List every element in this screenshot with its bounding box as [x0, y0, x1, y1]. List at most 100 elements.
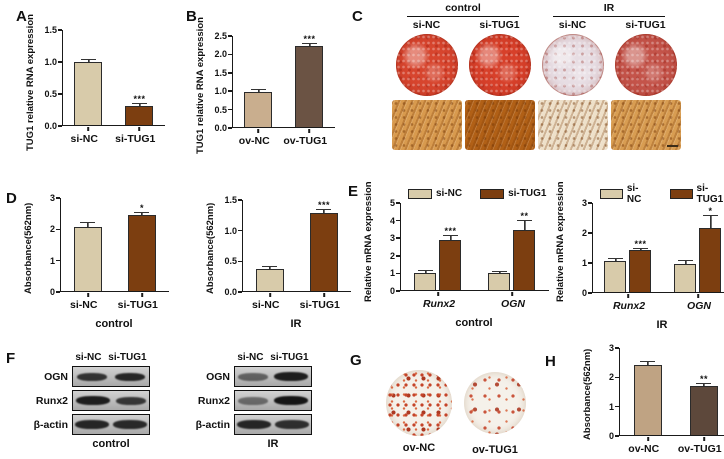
- protein-band: [238, 372, 268, 381]
- tick-mark: [614, 435, 619, 437]
- y-axis: 2.5 2.0 1.5 1.0 0.5 0.0: [206, 31, 232, 133]
- condition-label: control: [95, 318, 133, 330]
- condition-label: IR: [267, 438, 279, 450]
- bar-si-nc: [255, 200, 284, 291]
- protein-band: [237, 420, 271, 429]
- y-tick: 3: [608, 343, 614, 353]
- plot-area: **: [618, 348, 724, 436]
- tick-mark: [57, 93, 62, 95]
- legend: si-NC si-TUG1: [407, 188, 549, 199]
- condition-header-ir: IR: [536, 2, 682, 17]
- protein-band: [275, 420, 309, 429]
- blot-image: [234, 390, 312, 411]
- legend-swatch-si-tug1: [669, 188, 693, 199]
- plot-area: ***: [61, 30, 165, 126]
- protein-band: [113, 420, 147, 429]
- y-axis: 5 4 3 2 1 0: [374, 198, 400, 296]
- y-tick: 1.5: [214, 67, 227, 78]
- y-tick: 1: [389, 268, 395, 279]
- y-tick: 1.5: [224, 195, 237, 205]
- y-tick: 1: [49, 255, 55, 266]
- bar-ov-nc: [244, 36, 273, 127]
- y-tick: 3: [49, 193, 55, 203]
- column-label: si-NC: [558, 19, 587, 31]
- chart-absorbance-overexpression: Absorbance(562nm) 3 2 1 0 **: [582, 343, 724, 455]
- blot-row-runx2: Runx2: [24, 390, 150, 411]
- significance-marker: **: [520, 211, 529, 222]
- y-axis-label: Absorbance(562nm): [582, 348, 593, 440]
- panel-letter-h: H: [545, 353, 556, 370]
- tick-mark: [587, 292, 592, 294]
- error-bar: [134, 212, 150, 216]
- western-blot-control: si-NC si-TUG1 OGN Runx2 β-actin control: [24, 352, 150, 450]
- y-tick: 0: [608, 430, 614, 441]
- protein-label: OGN: [44, 370, 68, 383]
- y-tick: 0: [49, 286, 55, 297]
- tick-mark: [55, 228, 60, 231]
- y-tick: 2.5: [214, 31, 227, 41]
- condition-label: IR: [603, 2, 615, 14]
- micrograph-ir-si-nc: [537, 100, 608, 150]
- legend-item: si-NC: [407, 188, 462, 199]
- tick-mark: [395, 219, 400, 222]
- bar: [689, 385, 718, 435]
- panel-letter-a: A: [16, 8, 27, 25]
- error-bar: [417, 270, 433, 273]
- bar: [414, 272, 437, 290]
- y-tick: 0.0: [224, 286, 237, 297]
- bar: [439, 239, 462, 290]
- tick-mark: [395, 202, 400, 204]
- protein-band: [274, 396, 308, 405]
- x-category-gene: OGN: [687, 300, 711, 312]
- panel-letter-e: E: [348, 183, 359, 200]
- significance-marker: **: [699, 374, 708, 385]
- bar-si-nc: [414, 203, 437, 290]
- header-underline: [553, 14, 665, 17]
- protein-band: [274, 372, 308, 381]
- significance-marker: ***: [444, 225, 457, 236]
- chart-tug1-overexpression: TUG1 relative RNA expression 2.5 2.0 1.5…: [195, 17, 335, 155]
- blot-column-label: si-TUG1: [270, 352, 309, 363]
- tick-mark: [57, 61, 62, 63]
- y-tick: 2: [389, 250, 395, 261]
- x-category-gene: Runx2: [422, 298, 456, 310]
- tick-mark: [237, 291, 242, 293]
- protein-band: [115, 372, 145, 381]
- condition-label: IR: [656, 319, 668, 331]
- stained-dish-control-si-tug1: [468, 34, 531, 96]
- y-axis-label: Absorbance(562nm): [23, 202, 34, 294]
- error-bar: [696, 383, 712, 386]
- blot-image: [234, 366, 312, 387]
- legend-item: si-TUG1: [669, 183, 724, 205]
- error-bar: [250, 89, 266, 92]
- micrograph-ir-si-tug1: [610, 100, 681, 150]
- bar: [488, 273, 511, 290]
- tick-mark: [57, 29, 62, 31]
- panel-letter-g: G: [350, 352, 362, 369]
- y-axis-label: TUG1 relative RNA expression: [195, 17, 206, 155]
- bar: [604, 260, 627, 292]
- bar-si-tug1: **: [513, 203, 536, 290]
- bar-si-tug1: ***: [439, 203, 462, 290]
- blot-column-label: si-NC: [75, 352, 102, 363]
- plot-area: ***: [231, 35, 335, 128]
- bar-si-nc: [488, 203, 511, 290]
- x-category: si-TUG1: [299, 299, 340, 311]
- significance-marker: ***: [133, 94, 146, 105]
- tick-mark: [395, 272, 400, 275]
- tick-mark: [237, 229, 242, 232]
- y-axis: 3 2 1 0: [566, 198, 592, 298]
- panel-letter-b: B: [186, 8, 197, 25]
- bar-group-ogn: **: [488, 203, 536, 290]
- condition-label: control: [455, 317, 493, 329]
- y-tick: 0.5: [224, 256, 237, 267]
- error-bar: [301, 43, 317, 46]
- y-tick: 3: [581, 198, 587, 208]
- stained-dish-ir-si-nc: [541, 34, 604, 96]
- bar-group-runx2: ***: [604, 203, 652, 292]
- blot-row-runx2: Runx2: [186, 390, 312, 411]
- dish-label: ov-NC: [402, 442, 436, 454]
- error-bar: [677, 259, 693, 264]
- blot-row-bactin: β-actin: [186, 414, 312, 435]
- y-tick: 3: [389, 233, 395, 244]
